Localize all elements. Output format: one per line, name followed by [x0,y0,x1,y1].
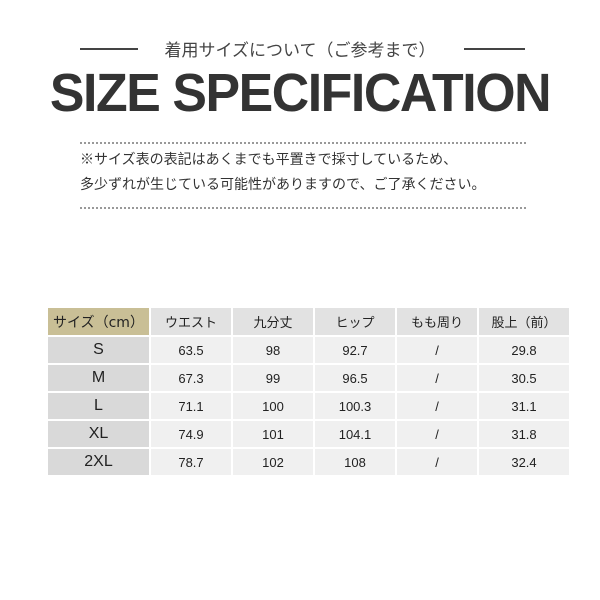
table-row: L 71.1 100 100.3/31.1 [48,393,569,419]
table-cell: 92.7 [315,337,395,363]
table-cell: 31.8 [479,421,569,447]
table-cell: 96.5 [315,365,395,391]
table-cell: 31.1 [479,393,569,419]
table-cell: 104.1 [315,421,395,447]
subtitle: 着用サイズについて（ご参考まで） [164,41,436,61]
table-cell: 108 [315,449,395,475]
table-cell: / [397,365,477,391]
table-cell: 98 [233,337,313,363]
table-row: S 63.5 98 92.7/29.8 [48,337,569,363]
column-header: ウエスト [151,308,231,335]
decor-line-right [464,48,525,50]
size-label: 2XL [48,449,149,475]
size-label: S [48,337,149,363]
table-cell: / [397,393,477,419]
size-label: L [48,393,149,419]
table-cell: 101 [233,421,313,447]
column-header: サイズ（cm） [48,308,149,335]
column-header: ヒップ [315,308,395,335]
note-line: ※サイズ表の表記はあくまでも平置きで採寸しているため、 [80,152,458,168]
table-cell: 102 [233,449,313,475]
table-cell: 100.3 [315,393,395,419]
table-cell: / [397,421,477,447]
note-line: 多少ずれが生じている可能性がありますので、ご了承ください。 [80,177,486,193]
size-label: M [48,365,149,391]
size-label: XL [48,421,149,447]
page-title: SIZE SPECIFICATION [49,63,552,123]
table-cell: 32.4 [479,449,569,475]
table-cell: / [397,337,477,363]
table-cell: 30.5 [479,365,569,391]
decor-line-left [80,48,138,50]
table-cell: 78.7 [151,449,231,475]
notes: ※サイズ表の表記はあくまでも平置きで採寸しているため、 多少ずれが生じている可能… [80,148,485,198]
table-cell: 71.1 [151,393,231,419]
table-header-row: サイズ（cm） ウエスト 九分丈 ヒップ もも周り 股上（前） [48,308,569,335]
column-header: 股上（前） [479,308,569,335]
table-cell: 100 [233,393,313,419]
table-row: 2XL 78.7 102 108/32.4 [48,449,569,475]
table-row: M 67.3 99 96.5/30.5 [48,365,569,391]
table-row: XL 74.9 101 104.1/31.8 [48,421,569,447]
table-cell: 99 [233,365,313,391]
column-header: もも周り [397,308,477,335]
table-cell: / [397,449,477,475]
divider-top [80,142,526,144]
table-cell: 63.5 [151,337,231,363]
size-table: サイズ（cm） ウエスト 九分丈 ヒップ もも周り 股上（前） S 63.5 98 92.7/29… [46,306,571,477]
table-cell: 67.3 [151,365,231,391]
table-cell: 74.9 [151,421,231,447]
divider-bottom [80,207,526,209]
table-cell: 29.8 [479,337,569,363]
column-header: 九分丈 [233,308,313,335]
